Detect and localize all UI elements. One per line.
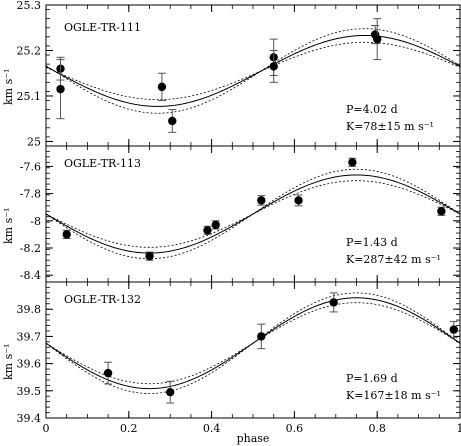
y-tick-label: -8.4 (20, 269, 41, 282)
y-tick-label: -8 (30, 215, 41, 228)
x-tick-label: 0.6 (286, 422, 304, 435)
fit-curve (45, 34, 461, 107)
panel-title: OGLE-TR-132 (64, 293, 141, 306)
data-point (168, 116, 177, 126)
fit-lower-bound (45, 41, 461, 101)
data-point (103, 368, 113, 378)
amplitude-annotation: K=78±15 m s⁻¹ (346, 120, 434, 133)
data-point (145, 251, 154, 261)
data-point (269, 62, 278, 71)
data-point (157, 82, 167, 92)
x-tick-label: 0.8 (368, 422, 386, 435)
y-tick-label: 25 (27, 135, 41, 148)
x-tick-label: 0.4 (203, 422, 221, 435)
data-point (257, 196, 266, 205)
y-tick-label: 39.5 (17, 385, 42, 398)
axis-ticks (45, 282, 461, 419)
y-tick-labels: -8.4 -8.2 -8 -7.8 -7.6 (20, 160, 41, 282)
panel-ogle-tr-132: 39.4 39.5 39.6 39.7 39.8 0 0.2 0.4 0.6 0.8 1 OGLE… (2, 281, 461, 445)
period-annotation: P=1.43 d (346, 236, 398, 249)
data-point (348, 158, 357, 167)
fit-curves (45, 292, 461, 394)
y-axis-title: km s⁻¹ (2, 344, 15, 380)
data-point (329, 298, 338, 307)
x-tick-labels: 0 0.2 0.4 0.6 0.8 1 (43, 422, 461, 435)
y-tick-label: -8.2 (20, 242, 41, 255)
data-points (103, 292, 458, 404)
data-point (211, 220, 220, 230)
fit-lower-bound (45, 180, 461, 248)
y-tick-label: 25.2 (17, 44, 42, 57)
data-point (373, 34, 382, 44)
data-point (62, 230, 71, 239)
data-point (56, 84, 65, 94)
fit-upper-bound (45, 292, 461, 394)
y-tick-label: 25.1 (17, 90, 42, 103)
y-tick-label: -7.8 (20, 188, 41, 201)
x-tick-label: 1 (457, 422, 461, 435)
y-tick-labels: 39.4 39.5 39.6 39.7 39.8 (17, 303, 42, 425)
data-point (294, 196, 303, 205)
y-tick-label: 39.6 (17, 358, 42, 371)
data-point (257, 332, 266, 341)
fit-curves (45, 28, 461, 114)
amplitude-annotation: K=167±18 m s⁻¹ (346, 389, 441, 402)
data-point (203, 226, 212, 235)
y-tick-label: 39.8 (17, 303, 42, 316)
x-tick-label: 0 (43, 422, 50, 435)
fit-curves (45, 168, 461, 260)
panel-title: OGLE-TR-113 (64, 157, 141, 170)
x-tick-label: 0.2 (120, 422, 138, 435)
data-points (56, 18, 382, 133)
y-tick-label: -7.6 (20, 160, 41, 173)
fit-upper-bound (45, 168, 461, 260)
panel-ogle-tr-113: -8.4-8.2-8-7.8-7.6 OGLE-TR-113 P=1.43 d … (2, 145, 461, 283)
y-tick-label: 39.7 (17, 330, 42, 343)
period-annotation: P=1.69 d (346, 372, 398, 385)
y-axis-title: km s⁻¹ (2, 208, 15, 244)
y-tick-label: 39.4 (17, 412, 42, 425)
fit-upper-bound (45, 28, 461, 114)
fit-lower-bound (45, 302, 461, 385)
panel-ogle-tr-111: 25 25.1 25.2 25.3 OGLE-TR-111 P=4.02 d K=78… (2, 0, 461, 148)
data-points (62, 157, 446, 261)
y-tick-labels: 25 25.1 25.2 25.3 (17, 0, 42, 148)
data-point (437, 207, 446, 216)
amplitude-annotation: K=287±42 m s⁻¹ (346, 253, 441, 266)
period-annotation: P=4.02 d (346, 103, 398, 116)
y-tick-label: 25.3 (17, 0, 42, 12)
data-point (449, 325, 458, 334)
x-axis-title: phase (237, 432, 270, 445)
axis-ticks (45, 146, 461, 283)
y-axis-title: km s⁻¹ (2, 69, 15, 105)
data-point (166, 387, 175, 397)
panel-title: OGLE-TR-111 (64, 21, 141, 34)
